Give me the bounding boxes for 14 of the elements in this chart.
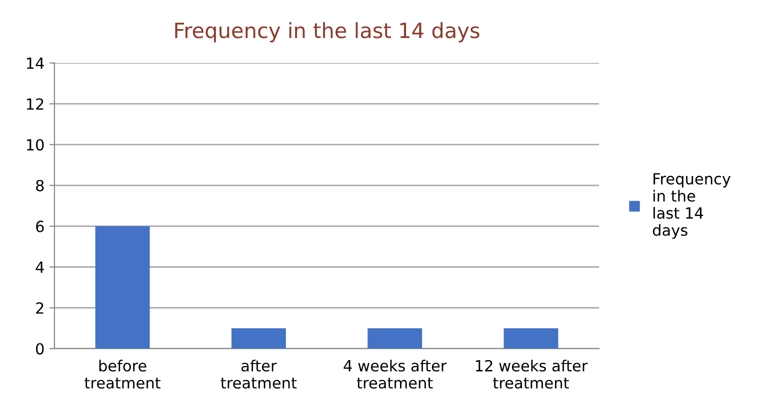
- y-tick-label: 14: [26, 58, 44, 69]
- x-tick-label: before treatment: [84, 360, 160, 389]
- x-tick-label: 12 weeks after treatment: [476, 360, 588, 389]
- legend-label: Frequency in the last 14 days: [652, 173, 731, 239]
- chart-title: Frequency in the last 14 days: [175, 22, 480, 42]
- x-tick-label: after treatment: [220, 360, 297, 389]
- x-tick-label: 4 weeks after treatment: [344, 360, 447, 389]
- y-tick-label: 4: [36, 262, 44, 273]
- y-tick-label: 2: [36, 302, 44, 314]
- y-tick-label: 6: [36, 220, 44, 232]
- y-tick-label: 12: [26, 98, 44, 110]
- y-tick-label: 8: [36, 180, 44, 192]
- y-tick-label: 0: [36, 343, 44, 355]
- y-tick-label: 10: [26, 139, 44, 151]
